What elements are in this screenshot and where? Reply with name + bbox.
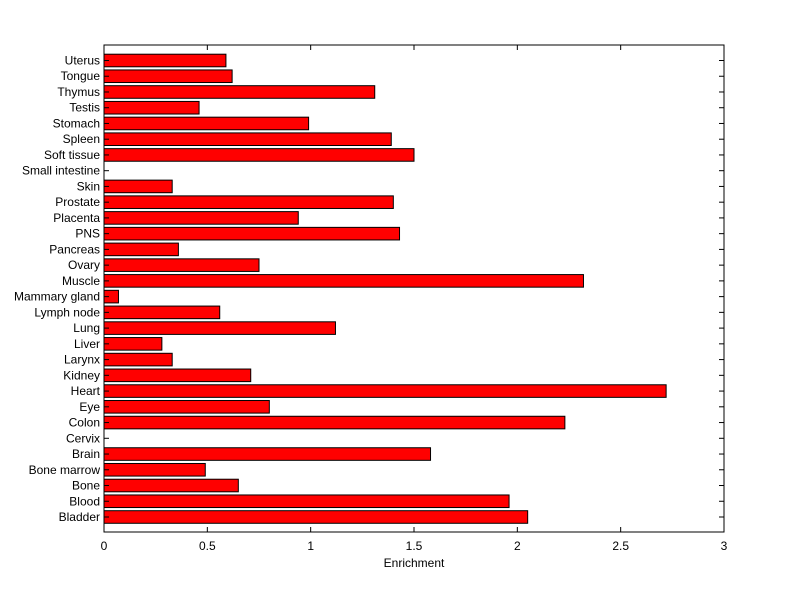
y-tick-label-bone: Bone bbox=[72, 479, 100, 493]
bar-skin bbox=[103, 179, 173, 194]
bar-pns bbox=[103, 226, 401, 241]
bar-soft-tissue bbox=[103, 148, 415, 162]
y-tick-label-blood: Blood bbox=[69, 494, 100, 508]
y-tick-label-skin: Skin bbox=[77, 179, 100, 193]
y-tick-label-lymph-node: Lymph node bbox=[34, 305, 100, 319]
y-tick-label-colon: Colon bbox=[69, 416, 100, 430]
y-tick-label-tongue: Tongue bbox=[61, 69, 101, 83]
y-tick-label-soft-tissue: Soft tissue bbox=[44, 148, 100, 162]
y-tick-label-eye: Eye bbox=[79, 400, 100, 414]
bar-thymus bbox=[103, 85, 376, 99]
plot-frame bbox=[103, 44, 725, 533]
x-tick-label-2: 1 bbox=[307, 539, 314, 553]
bar-testis bbox=[103, 100, 200, 115]
y-tick-label-heart: Heart bbox=[71, 384, 101, 398]
bar-kidney bbox=[103, 368, 252, 383]
x-tick-label-4: 2 bbox=[514, 539, 521, 553]
bar-heart bbox=[103, 384, 667, 398]
bar-bladder bbox=[103, 510, 529, 524]
x-axis-label: Enrichment bbox=[384, 556, 445, 570]
x-tick-label-0: 0 bbox=[101, 539, 108, 553]
y-tick-label-larynx: Larynx bbox=[64, 353, 100, 367]
y-tick-label-small-intestine: Small intestine bbox=[22, 164, 100, 178]
y-tick-label-thymus: Thymus bbox=[57, 85, 100, 99]
y-tick-label-pancreas: Pancreas bbox=[49, 242, 100, 256]
y-tick-label-liver: Liver bbox=[74, 337, 100, 351]
x-tick-labels: 0 0.5 1 1.5 2 2.5 3 bbox=[101, 539, 728, 553]
x-tick-label-6: 3 bbox=[721, 539, 728, 553]
y-tick-label-lung: Lung bbox=[73, 321, 100, 335]
y-tick-label-spleen: Spleen bbox=[63, 132, 100, 146]
y-tick-label-ovary: Ovary bbox=[68, 258, 100, 272]
bar-liver bbox=[103, 337, 163, 351]
bar-muscle bbox=[103, 274, 584, 288]
bar-brain bbox=[103, 447, 432, 461]
bar-blood bbox=[103, 494, 510, 509]
y-tick-label-stomach: Stomach bbox=[53, 116, 100, 130]
bar-lymph-node bbox=[103, 305, 221, 320]
bar-uterus bbox=[103, 53, 227, 68]
bar-colon bbox=[103, 415, 566, 430]
x-tick-label-5: 2.5 bbox=[612, 539, 629, 553]
y-tick-label-bone-marrow: Bone marrow bbox=[29, 463, 101, 477]
bar-tongue bbox=[103, 69, 233, 84]
y-tick-label-pns: PNS bbox=[75, 227, 100, 241]
bar-ovary bbox=[103, 258, 260, 272]
y-tick-label-muscle: Muscle bbox=[62, 274, 100, 288]
y-tick-label-cervix: Cervix bbox=[66, 431, 100, 445]
y-tick-label-uterus: Uterus bbox=[65, 54, 100, 68]
bar-stomach bbox=[103, 116, 310, 131]
x-tick-label-3: 1.5 bbox=[406, 539, 423, 553]
bar-pancreas bbox=[103, 242, 179, 257]
y-tick-label-testis: Testis bbox=[69, 101, 100, 115]
bar-larynx bbox=[103, 352, 173, 367]
bar-lung bbox=[103, 321, 336, 335]
x-tick-label-1: 0.5 bbox=[199, 539, 216, 553]
bar-placenta bbox=[103, 211, 299, 225]
y-tick-label-placenta: Placenta bbox=[53, 211, 100, 225]
bar-spleen bbox=[103, 132, 392, 147]
y-tick-label-bladder: Bladder bbox=[59, 510, 100, 524]
y-tick-label-mammary-gland: Mammary gland bbox=[14, 290, 100, 304]
y-tick-label-kidney: Kidney bbox=[63, 368, 100, 382]
y-tick-label-brain: Brain bbox=[72, 447, 100, 461]
bar-prostate bbox=[103, 195, 394, 209]
bar-bone-marrow bbox=[103, 462, 206, 477]
bar-eye bbox=[103, 400, 270, 414]
y-tick-label-prostate: Prostate bbox=[55, 195, 100, 209]
bar-bone bbox=[103, 478, 239, 493]
